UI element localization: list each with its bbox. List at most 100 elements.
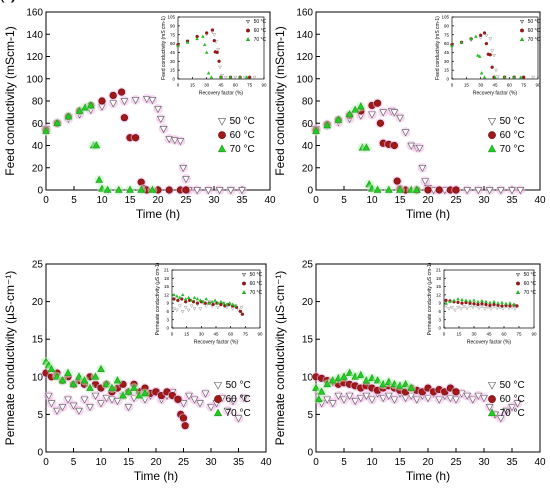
panel-d-data-point <box>424 395 432 403</box>
panel-a-x-tick-label: 40 <box>264 195 276 206</box>
panel-b-data-point <box>373 185 382 193</box>
panel-d-inset-data-point <box>508 301 512 305</box>
panel-b-data-point <box>496 187 505 195</box>
panel-d-y-axis-label: Permeate conductivity (µS·cm⁻¹) <box>273 271 287 446</box>
panel-d-inset-data-point <box>460 301 464 305</box>
panel-a-data-point <box>92 141 101 149</box>
panel-d-inset-data-point <box>476 299 480 304</box>
panel-b-panel-label: (b) <box>0 0 16 3</box>
panel-b-y-tick-label: 60 <box>302 119 314 130</box>
panel-c-data-point <box>113 398 122 406</box>
panel-c-data-point <box>97 365 105 373</box>
panel-d-inset-data-point <box>492 299 496 304</box>
panel-b-inset-data-point <box>484 34 489 38</box>
panel-b-x-tick-label: 20 <box>422 195 434 206</box>
panel-c-inset-data-point <box>210 299 214 304</box>
panel-a-y-axis-label: Feed conductivity (mScm-1) <box>3 26 17 175</box>
panel-d-inset-legend-marker <box>515 290 521 295</box>
panel-a-data-point <box>148 185 157 193</box>
panel-b-data-point <box>485 187 494 195</box>
panel-d-x-tick-label: 40 <box>534 457 546 468</box>
panel-d-inset-data-point <box>460 297 464 302</box>
panel-b-inset-x-axis-label: Recovery factor (%) <box>473 91 518 97</box>
panel-a-y-tick-label: 0 <box>37 186 43 197</box>
panel-b-inset-data-point <box>482 75 487 79</box>
panel-b-inset-data-point <box>474 34 478 38</box>
panel-b-inset-legend-label: 50 °C <box>528 19 541 25</box>
panel-c-inset-data-point <box>219 299 223 304</box>
panel-d-x-tick-label: 10 <box>366 457 378 468</box>
panel-c-data-point <box>229 398 237 406</box>
panel-d-inset-x-tick-label: 90 <box>531 332 537 337</box>
panel-c-data-point <box>86 383 94 391</box>
panel-a-legend-label: 60 °C <box>230 130 255 141</box>
panel-a-inset-data-point <box>215 50 219 55</box>
panel-a-data-point <box>132 134 140 142</box>
panel-b-inset-legend-marker <box>520 28 524 33</box>
panel-a-inset-y-tick-label: 45 <box>170 50 176 55</box>
panel-d-inset-data-point <box>447 307 451 311</box>
panel-c-inset-x-tick-label: 45 <box>213 332 219 337</box>
panel-a-inset-data-point <box>210 28 215 32</box>
panel-d-inset-y-tick-label: 9 <box>438 301 441 306</box>
panel-d-data-point <box>496 415 505 423</box>
panel-c-inset-data-point <box>213 298 217 302</box>
panel-b-inset-legend-label: 60 °C <box>528 28 541 34</box>
panel-d-inset-y-tick-label: 0 <box>438 326 441 331</box>
panel-c-data-point <box>174 395 182 403</box>
panel-a-inset-data-point <box>218 65 222 70</box>
panel-a-inset-y-tick-label: 75 <box>170 32 176 37</box>
panel-c-inset-data-point <box>233 303 238 308</box>
panel-a-inset-legend-marker <box>246 28 250 33</box>
panel-c-inset-data-point <box>186 308 191 313</box>
panel-b-data-point <box>412 185 421 193</box>
panel-c-inset-data-point <box>172 307 176 311</box>
panel-c-inset-data-point <box>181 292 185 297</box>
panel-d-inset-x-tick-label: 60 <box>501 332 507 337</box>
panel-a-inset-data-point <box>195 36 199 41</box>
panel-d-legend-label: 50 °C <box>500 380 525 391</box>
panel-c-inset-y-tick-label: 15 <box>164 284 170 289</box>
panel-a-data-point <box>193 187 202 195</box>
panel-a-data-point <box>126 185 134 193</box>
panel-b-x-tick-label: 5 <box>341 195 347 206</box>
panel-a-data-point <box>120 98 129 106</box>
panel-a-inset-legend-marker <box>245 37 251 42</box>
panel-c-inset-y-tick-label: 9 <box>166 301 169 306</box>
panel-d-y-tick-label: 0 <box>307 448 313 459</box>
panel-c-inset-data-point <box>216 306 220 310</box>
panel-b-inset-data-point <box>479 71 484 75</box>
panel-b-inset-data-point <box>488 53 492 57</box>
panel-b-x-tick-label: 30 <box>478 195 490 206</box>
panel-b-legend-marker <box>487 118 497 126</box>
panel-b-inset-series-70c <box>450 34 523 79</box>
panel-a-y-tick-label: 20 <box>32 163 44 174</box>
panel-d-data-point <box>390 396 399 404</box>
panel-a-data-point <box>204 187 213 195</box>
panel-d-data-point <box>314 395 323 403</box>
panel-b-legend: 50 °C 60 °C 70 °C <box>487 116 525 155</box>
panel-a-inset-y-tick-label: 15 <box>170 68 176 73</box>
panel-d-inset-x-tick-label: 75 <box>516 332 522 337</box>
panel-b-inset-x-tick-label: 30 <box>478 83 484 88</box>
panel-c-inset: 0 15 30 45 60 75 90 0 3 6 9 12 15 18 21 Recovery factor… <box>155 262 263 345</box>
panel-b-inset-data-point <box>476 53 480 57</box>
panel-b-data-point <box>396 185 404 193</box>
panel-c-y-axis-label: Permeate conductivity (µS·cm⁻¹) <box>3 271 17 446</box>
panel-b-inset-data-point <box>488 37 492 41</box>
panel-a-inset-data-point <box>238 75 242 79</box>
panel-a-data-point <box>148 97 157 105</box>
panel-d-inset-data-point <box>495 306 499 311</box>
panel-c-inset-legend-label: 70 °C <box>250 290 263 296</box>
panel-b-data-point <box>393 177 401 185</box>
panel-b-inset-x-tick-label: 75 <box>521 83 527 88</box>
panel-a-inset-x-tick-label: 75 <box>247 83 253 88</box>
panel-d-data-point <box>513 400 522 408</box>
panel-d-inset-data-point <box>480 302 484 306</box>
panel-b-legend-label: 60 °C <box>500 130 525 141</box>
panel-a-inset-data-point <box>212 38 216 43</box>
panel-a-inset-data-point <box>203 42 207 47</box>
panel-d-inset-data-point <box>483 307 487 311</box>
panel-d-inset-x-tick-label: 15 <box>456 332 462 337</box>
